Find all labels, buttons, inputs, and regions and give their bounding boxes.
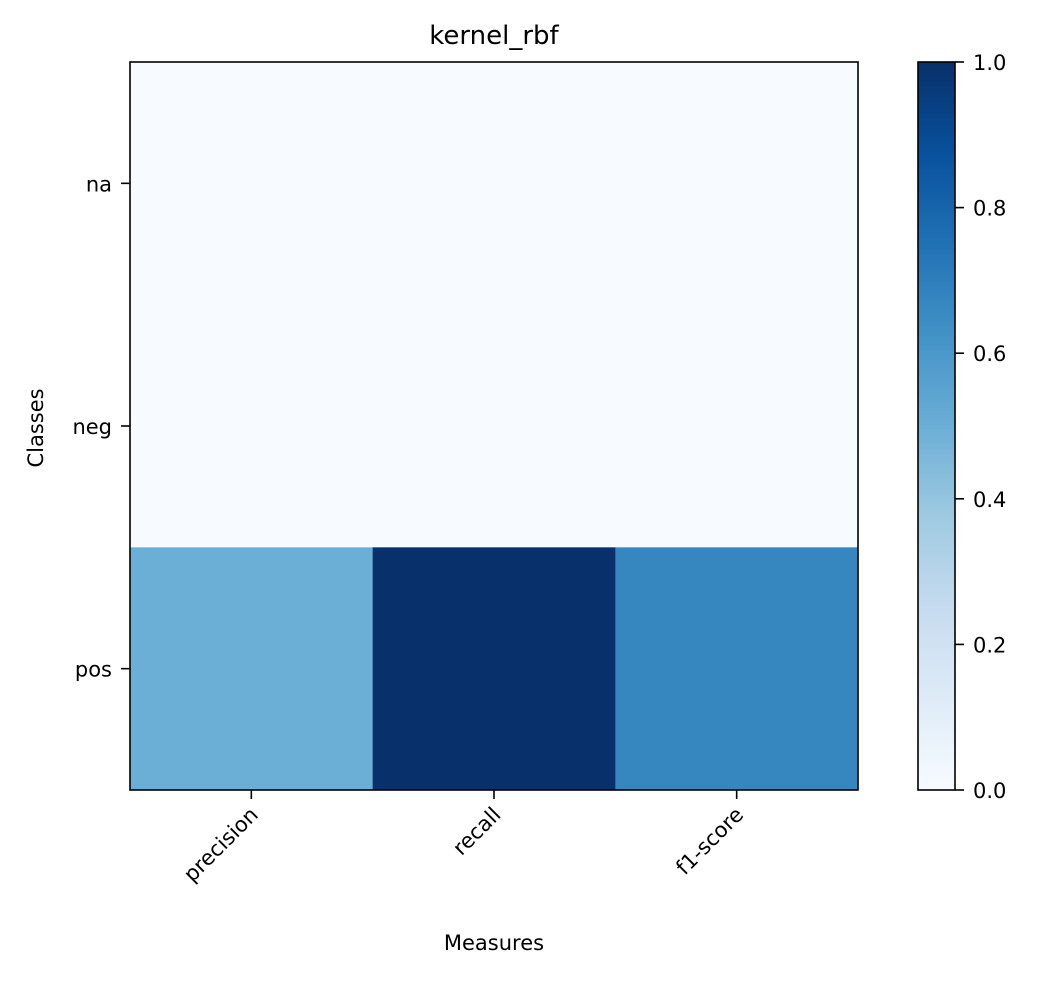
- heatmap-cell-pos-recall: [372, 547, 616, 791]
- colorbar-tick-label: 0.4: [973, 488, 1006, 512]
- x-tick-label: precision: [179, 803, 263, 887]
- heatmap-cell-na-precision: [130, 62, 374, 306]
- y-axis-label: Classes: [24, 388, 48, 467]
- colorbar-tick-label: 0.2: [973, 633, 1006, 657]
- heatmap-cell-pos-precision: [130, 547, 374, 791]
- heatmap-cells: [130, 62, 859, 791]
- x-tick-label: recall: [448, 803, 505, 860]
- heatmap-cell-na-f1-score: [615, 62, 859, 306]
- heatmap-cell-neg-recall: [372, 304, 616, 548]
- heatmap-cell-pos-f1-score: [615, 547, 859, 791]
- x-axis-ticks: precision recall f1-score: [179, 790, 748, 887]
- colorbar-tick-label: 1.0: [973, 51, 1006, 75]
- y-tick-label: na: [86, 172, 112, 196]
- colorbar-tick-label: 0.8: [973, 197, 1006, 221]
- heatmap-cell-na-recall: [372, 62, 616, 306]
- x-tick-label: f1-score: [671, 803, 748, 880]
- y-tick-label: neg: [72, 415, 112, 439]
- colorbar-tick-label: 0.6: [973, 342, 1006, 366]
- heatmap-cell-neg-precision: [130, 304, 374, 548]
- heatmap-cell-neg-f1-score: [615, 304, 859, 548]
- y-axis-ticks: na neg pos: [72, 172, 130, 682]
- colorbar-tick-label: 0.0: [973, 779, 1006, 803]
- x-axis-label: Measures: [444, 931, 544, 955]
- chart-title: kernel_rbf: [429, 21, 559, 51]
- y-tick-label: pos: [75, 658, 112, 682]
- colorbar-ticks: 0.0 0.2 0.4 0.6 0.8 1.0: [955, 51, 1006, 803]
- colorbar: [917, 61, 956, 791]
